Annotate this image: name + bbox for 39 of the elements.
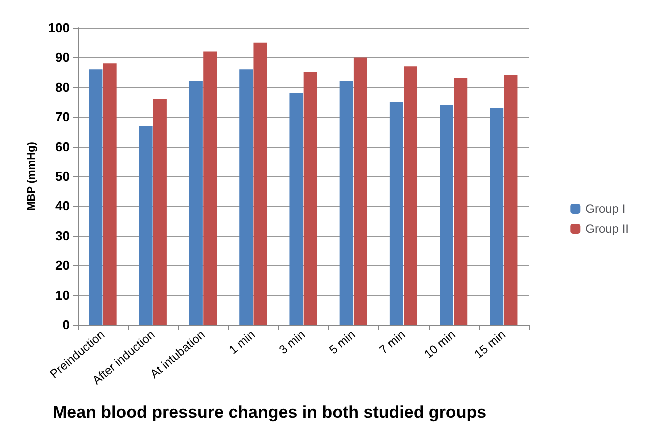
- y-tick-label: 90: [56, 50, 70, 66]
- bar: [103, 64, 117, 325]
- bar: [304, 72, 318, 325]
- y-tick-label: 80: [56, 80, 70, 95]
- x-tick-label: 5 min: [326, 328, 358, 358]
- bar: [240, 70, 254, 325]
- bar: [390, 102, 404, 325]
- bar: [204, 52, 218, 325]
- x-tick-label: 1 min: [226, 328, 258, 358]
- y-tick-label: 100: [48, 20, 70, 36]
- y-tick-label: 70: [56, 110, 70, 125]
- bar: [139, 126, 153, 325]
- bar: [340, 81, 354, 325]
- bar: [354, 58, 368, 325]
- x-tick-label: 10 min: [422, 328, 458, 362]
- y-tick-label: 50: [56, 169, 70, 184]
- y-axis-title: MBP (mmHg): [26, 142, 38, 211]
- bar: [404, 66, 418, 325]
- bar: [254, 42, 268, 325]
- bar: [154, 99, 167, 325]
- bar: [89, 70, 103, 325]
- y-tick-label: 20: [56, 258, 70, 274]
- legend-label: Group II: [586, 222, 630, 236]
- bar: [490, 108, 504, 325]
- bar: [189, 81, 203, 325]
- x-tick-label: 3 min: [276, 328, 308, 358]
- legend-label: Group I: [586, 202, 626, 216]
- y-tick-label: 10: [56, 288, 70, 303]
- y-tick-label: 30: [56, 228, 70, 244]
- text: Mean blood pressure changes in both studied groups: [53, 403, 487, 422]
- bar: [440, 105, 454, 325]
- x-tick-label: 15 min: [472, 328, 508, 362]
- y-tick-label: 60: [56, 139, 70, 154]
- bar: [454, 78, 468, 325]
- y-tick-label: 40: [56, 198, 70, 214]
- x-tick-label: 7 min: [376, 328, 408, 358]
- y-tick-label: 0: [62, 318, 70, 332]
- bar: [290, 93, 304, 325]
- bar: [504, 76, 518, 325]
